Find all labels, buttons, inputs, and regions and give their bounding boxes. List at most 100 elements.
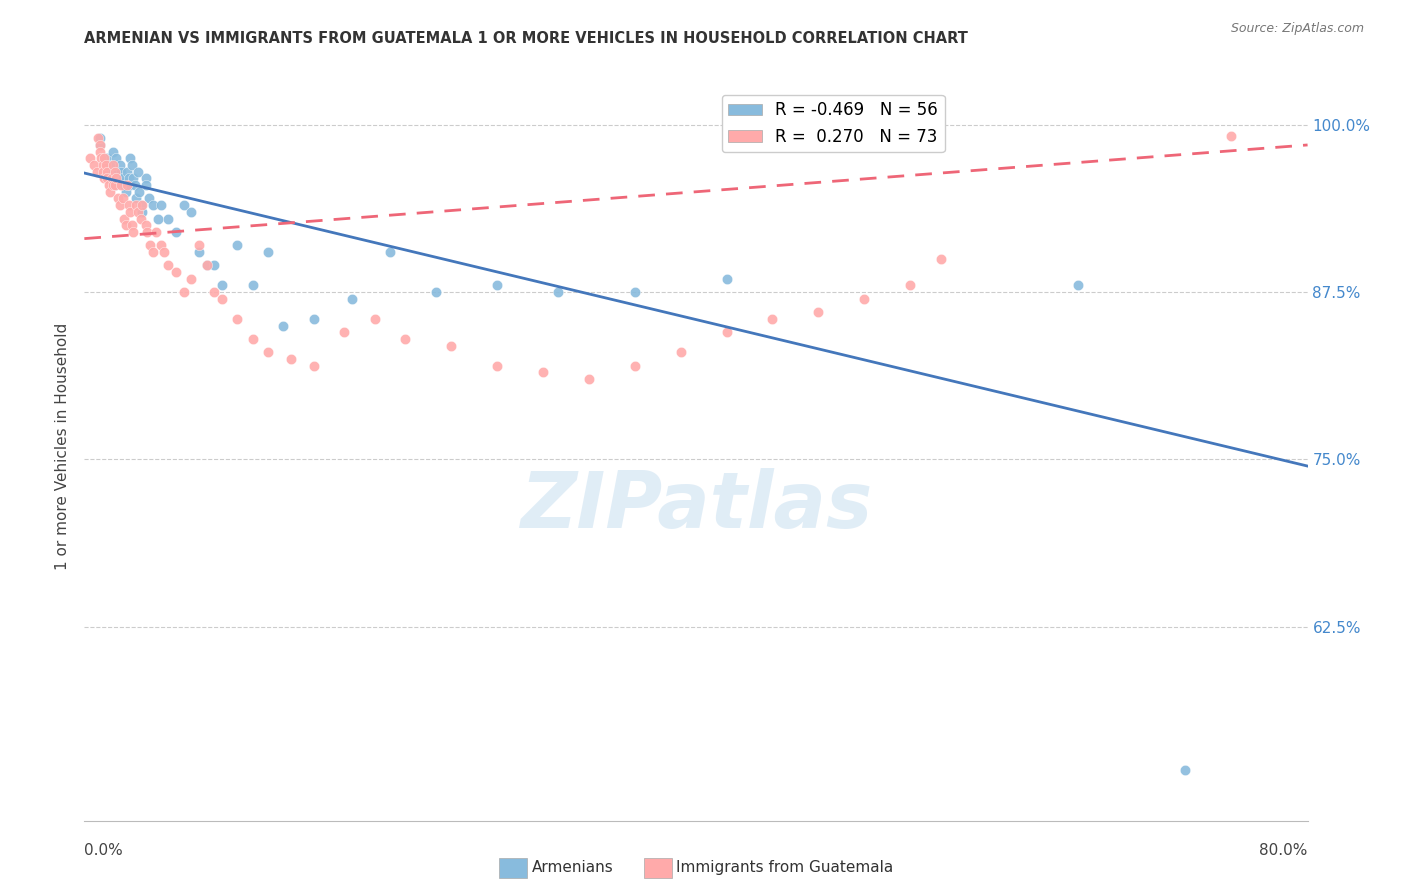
Point — [103, 178, 125, 193]
Point — [211, 278, 233, 293]
Point — [103, 171, 125, 186]
Point — [180, 205, 202, 219]
Point — [135, 219, 157, 233]
Point — [1220, 128, 1243, 143]
Point — [257, 244, 280, 259]
Point — [547, 285, 569, 300]
Point — [146, 211, 169, 226]
Point — [118, 198, 141, 212]
Point — [111, 192, 134, 206]
Point — [173, 285, 195, 300]
Point — [145, 225, 167, 239]
Point — [79, 152, 101, 166]
Point — [135, 178, 157, 193]
Point — [157, 211, 180, 226]
Point — [90, 152, 112, 166]
Point — [180, 271, 202, 285]
Point — [127, 205, 149, 219]
Point — [149, 238, 172, 252]
Point — [226, 238, 249, 252]
Point — [89, 145, 111, 159]
Text: 80.0%: 80.0% — [1260, 843, 1308, 858]
Point — [108, 198, 131, 212]
Point — [1067, 278, 1090, 293]
Point — [131, 198, 153, 212]
Point — [624, 285, 647, 300]
Point — [122, 225, 145, 239]
Point — [94, 158, 117, 172]
Point — [716, 326, 738, 340]
Point — [120, 178, 142, 193]
Text: ZIPatlas: ZIPatlas — [520, 468, 872, 544]
Point — [112, 211, 135, 226]
Point — [139, 238, 162, 252]
Point — [121, 219, 143, 233]
Point — [302, 312, 325, 326]
Point — [340, 292, 363, 306]
Point — [120, 152, 142, 166]
Point — [103, 158, 125, 172]
Point — [125, 192, 148, 206]
Point — [108, 171, 131, 186]
Point — [129, 211, 152, 226]
Text: Source: ZipAtlas.com: Source: ZipAtlas.com — [1230, 22, 1364, 36]
Point — [153, 244, 176, 259]
Point — [486, 278, 509, 293]
Y-axis label: 1 or more Vehicles in Household: 1 or more Vehicles in Household — [55, 322, 70, 570]
Point — [83, 158, 105, 172]
Point — [108, 158, 131, 172]
Point — [124, 178, 146, 193]
Point — [173, 198, 195, 212]
Point — [87, 131, 110, 145]
Text: Immigrants from Guatemala: Immigrants from Guatemala — [676, 861, 894, 875]
Point — [1174, 763, 1197, 777]
Point — [91, 158, 114, 172]
Point — [716, 271, 738, 285]
Point — [125, 198, 148, 212]
Point — [929, 252, 952, 266]
Point — [364, 312, 387, 326]
Point — [89, 138, 111, 153]
Point — [110, 178, 132, 193]
Point — [112, 178, 135, 193]
Point — [120, 205, 142, 219]
Point — [101, 164, 124, 178]
Point — [333, 326, 356, 340]
Point — [624, 359, 647, 373]
Point — [114, 219, 136, 233]
Point — [440, 339, 463, 353]
Point — [394, 332, 416, 346]
Point — [226, 312, 249, 326]
Point — [121, 158, 143, 172]
Point — [242, 278, 264, 293]
Point — [118, 171, 141, 186]
Point — [202, 259, 225, 273]
Point — [91, 164, 114, 178]
Point — [111, 171, 134, 186]
Point — [104, 178, 127, 193]
Point — [105, 152, 128, 166]
Point — [98, 158, 121, 172]
Point — [96, 152, 118, 166]
Point — [302, 359, 325, 373]
Point — [138, 192, 160, 206]
Text: 0.0%: 0.0% — [84, 843, 124, 858]
Point — [195, 259, 218, 273]
Point — [115, 164, 138, 178]
Point — [202, 285, 225, 300]
Point — [669, 345, 692, 359]
Point — [157, 259, 180, 273]
Point — [136, 225, 159, 239]
Point — [165, 225, 187, 239]
Point — [98, 185, 121, 199]
Point — [103, 145, 125, 159]
Point — [135, 171, 157, 186]
Point — [761, 312, 783, 326]
Point — [107, 192, 129, 206]
Text: ARMENIAN VS IMMIGRANTS FROM GUATEMALA 1 OR MORE VEHICLES IN HOUSEHOLD CORRELATIO: ARMENIAN VS IMMIGRANTS FROM GUATEMALA 1 … — [84, 31, 969, 46]
Point — [280, 352, 302, 367]
Point — [115, 178, 138, 193]
Point — [211, 292, 233, 306]
Point — [129, 198, 152, 212]
Point — [97, 178, 120, 193]
